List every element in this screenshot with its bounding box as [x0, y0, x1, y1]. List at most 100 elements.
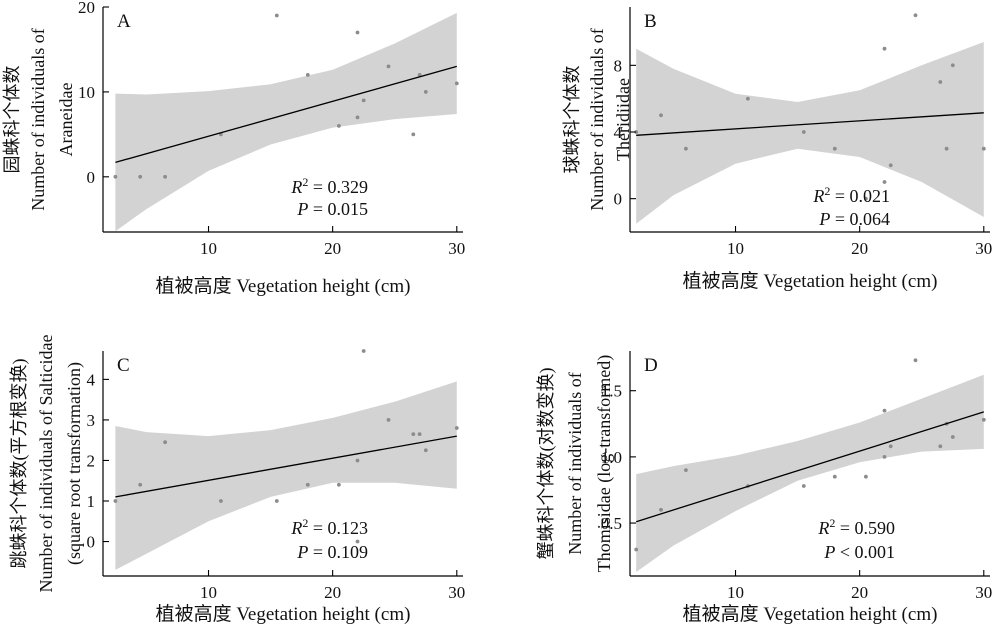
data-point: [659, 507, 663, 512]
y-axis-title-line: Number of individuals of: [565, 372, 585, 554]
data-point: [659, 113, 663, 118]
data-point: [832, 146, 837, 151]
data-point: [337, 482, 341, 487]
data-point: [219, 499, 223, 503]
y-axis-title-line: Thomisidae (log-transformed): [594, 355, 615, 572]
r-squared-label: R2 = 0.123: [290, 516, 368, 538]
y-axis-title-line: Number of individuals of: [587, 28, 607, 210]
panel-b: 10 20 30 0 4 8 B 植被高度 Vegetation height (cm) 球蛛科…: [562, 7, 992, 292]
r-squared-label: R2 = 0.590: [817, 516, 895, 538]
p-value-label: P = 0.064: [818, 209, 890, 229]
data-point: [801, 130, 806, 134]
data-point: [882, 408, 887, 413]
data-point: [944, 146, 949, 151]
data-point: [305, 73, 310, 77]
y-tick-label: 4: [614, 123, 623, 142]
y-tick-label: 20: [78, 0, 95, 17]
data-point: [454, 81, 459, 86]
y-axis-title-line: Number of individuals of Salticidae: [36, 335, 56, 593]
y-axis-title-line: Araneidae: [56, 83, 76, 157]
data-point: [950, 63, 955, 68]
x-tick-label: 10: [200, 583, 217, 602]
data-point: [423, 448, 428, 453]
data-point: [913, 13, 918, 18]
data-point: [746, 96, 750, 101]
data-point: [864, 196, 868, 201]
data-point: [882, 46, 887, 51]
data-point: [411, 132, 416, 137]
data-point: [634, 130, 639, 134]
data-point: [684, 468, 688, 472]
y-axis-title-line: 蟹蛛科个体数(对数变换): [536, 368, 557, 560]
data-point: [337, 124, 341, 128]
y-tick-label: 3: [87, 411, 96, 430]
x-tick-label: 30: [975, 583, 992, 602]
data-point: [355, 458, 360, 463]
data-point: [950, 435, 955, 439]
data-point: [913, 358, 918, 363]
x-axis-title: 植被高度 Vegetation height (cm): [683, 603, 938, 625]
p-value-label: P = 0.015: [296, 199, 368, 219]
data-point: [864, 474, 868, 479]
y-axis-title-line: (square root transformation): [64, 362, 85, 565]
data-point: [411, 432, 416, 436]
p-value-label: P < 0.001: [823, 542, 895, 562]
x-tick-label: 10: [727, 583, 744, 602]
x-axis-title: 植被高度 Vegetation height (cm): [156, 275, 411, 297]
y-tick-label: 0.5: [601, 514, 622, 533]
r-squared-label: R2 = 0.329: [290, 175, 368, 197]
data-point: [888, 163, 893, 168]
data-point: [423, 90, 428, 94]
data-point: [832, 474, 837, 479]
p-value-label: P = 0.109: [296, 542, 368, 562]
data-point: [274, 499, 279, 503]
data-point: [386, 418, 391, 422]
y-axis-title-line: Theridiidae: [613, 78, 633, 161]
x-tick-label: 30: [448, 239, 465, 258]
x-tick-label: 20: [851, 239, 868, 258]
panel-letter: B: [644, 11, 657, 32]
confidence-band: [636, 374, 984, 572]
regression-line: [636, 112, 984, 136]
y-tick-label: 10: [78, 83, 95, 102]
data-point: [274, 13, 279, 18]
data-point: [454, 426, 459, 430]
y-axis-title-line: 球蛛科个体数: [562, 66, 582, 174]
confidence-band: [115, 381, 457, 570]
data-point: [634, 547, 639, 552]
x-tick-label: 20: [324, 239, 341, 258]
x-tick-label: 30: [975, 239, 992, 258]
data-point: [417, 73, 422, 77]
y-tick-label: 0: [87, 533, 96, 552]
panel-letter: C: [117, 355, 130, 376]
panel-d: 10 20 30 0.5 1.0 1.5 D 植被高度 Vegetation height (…: [536, 351, 992, 625]
data-point: [163, 174, 168, 179]
x-tick-label: 30: [448, 583, 465, 602]
panel-c: 10 20 30 0 1 2 3 4 C 植被高度 Vegetation height (cm) 跳…: [9, 335, 465, 625]
data-point: [801, 484, 806, 488]
y-tick-label: 1.0: [601, 448, 622, 467]
regression-line: [115, 435, 457, 498]
data-point: [981, 146, 986, 151]
y-tick-label: 8: [614, 56, 623, 75]
y-tick-label: 1: [87, 492, 96, 511]
y-axis-title-line: 跳蛛科个体数(平方根变换): [9, 359, 30, 569]
data-point: [386, 64, 391, 69]
y-tick-label: 4: [87, 370, 96, 389]
x-axis-title: 植被高度 Vegetation height (cm): [156, 603, 411, 625]
confidence-band: [636, 42, 984, 224]
regression-line: [115, 65, 457, 164]
data-point: [355, 30, 360, 35]
data-point: [882, 180, 887, 184]
x-axis-title: 植被高度 Vegetation height (cm): [683, 270, 938, 292]
data-point: [305, 482, 310, 487]
data-point: [163, 440, 168, 445]
data-point: [138, 174, 143, 179]
data-point: [355, 115, 360, 120]
y-axis-title-line: Number of individuals of: [28, 28, 48, 210]
x-tick-label: 20: [324, 583, 341, 602]
panel-letter: D: [644, 355, 658, 376]
data-point: [417, 432, 422, 436]
y-tick-label: 0: [614, 190, 623, 209]
